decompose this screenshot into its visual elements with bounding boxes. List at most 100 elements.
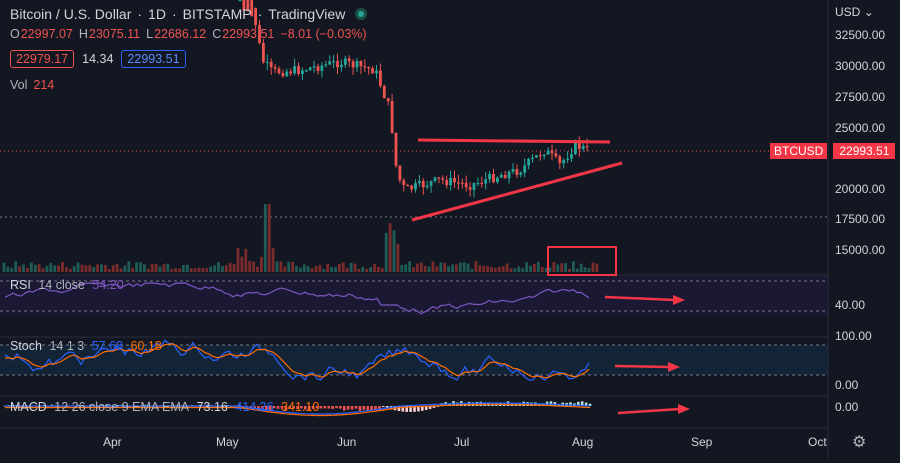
volume-bar <box>201 268 205 272</box>
volume-bar <box>373 264 376 272</box>
quote-readout: 22979.17 14.34 22993.51 <box>10 50 186 68</box>
candle-body <box>340 64 343 68</box>
macd-histogram-bar <box>428 406 432 409</box>
volume-bar <box>174 268 177 272</box>
volume-bar <box>416 263 419 272</box>
volume-bar <box>552 262 556 272</box>
volume-bar <box>18 266 21 272</box>
macd-histogram-bar <box>417 406 420 412</box>
volume-bar <box>587 268 591 272</box>
volume-bar <box>575 268 579 272</box>
candle-body <box>562 159 566 164</box>
candle-body <box>265 61 269 64</box>
volume-bar <box>388 223 392 272</box>
currency-selector[interactable]: USD ⌄ <box>835 5 874 19</box>
candle-body <box>581 146 585 149</box>
candle-body <box>476 182 480 185</box>
volume-bar <box>107 268 111 272</box>
volume-bar <box>536 261 540 272</box>
volume-bar <box>338 263 341 272</box>
candle-body <box>320 65 324 71</box>
candle-body <box>390 101 394 133</box>
macd-name: MACD <box>10 400 47 414</box>
candle-body <box>359 60 363 67</box>
candle-body <box>566 158 569 160</box>
macd-histogram-bar <box>432 406 436 408</box>
volume-bar <box>53 265 57 272</box>
volume-bar <box>568 268 571 272</box>
volume-bar <box>146 268 150 272</box>
symbol-name[interactable]: Bitcoin / U.S. Dollar <box>10 6 132 22</box>
volume-bar <box>353 263 357 272</box>
volume-bar <box>41 268 45 272</box>
volume-bar <box>209 266 213 272</box>
macd-histogram-bar <box>343 406 346 411</box>
volume-bar <box>548 267 552 272</box>
volume-bar <box>143 264 146 272</box>
volume-bar <box>369 267 372 272</box>
candle-body <box>535 155 538 158</box>
volume-bar <box>497 266 501 272</box>
candle-body <box>254 8 257 26</box>
candle-body <box>355 60 359 68</box>
volume-bar <box>505 263 509 272</box>
volume-bar <box>68 268 72 272</box>
macd-histogram-bar <box>300 406 303 409</box>
volume-bar <box>466 263 470 272</box>
volume-bar <box>45 265 49 272</box>
candle-body <box>433 177 437 182</box>
volume-bar <box>6 266 10 272</box>
volume-bar <box>525 262 528 272</box>
volume-bar <box>88 265 92 272</box>
volume-bar <box>193 268 197 272</box>
time-axis-label: Aug <box>572 435 594 449</box>
macd-histogram-bar <box>354 406 358 409</box>
volume-bar <box>579 263 583 272</box>
volume-bar <box>283 266 287 272</box>
candle-body <box>402 180 406 186</box>
macd-histogram-bar <box>272 406 276 409</box>
macd-value-1: 73.16 <box>196 400 228 414</box>
gear-icon[interactable]: ⚙ <box>852 434 867 451</box>
volume-bar <box>115 264 119 272</box>
resistance-line <box>417 138 611 144</box>
volume-bar <box>357 268 361 272</box>
candle-body <box>464 182 468 188</box>
volume-bar <box>314 265 318 272</box>
low-label: L <box>146 27 154 41</box>
candle-body <box>492 173 495 183</box>
macd-legend[interactable]: MACD 12 26 close 9 EMA EMA 73.16 414.26 … <box>10 400 323 414</box>
price-axis-label: 17500.00 <box>835 212 886 226</box>
volume-bar <box>57 265 60 272</box>
volume-bar <box>306 266 310 272</box>
time-axis-label: Jul <box>454 435 470 449</box>
volume-bar <box>100 264 103 272</box>
macd-histogram-bar <box>323 406 327 409</box>
volume-bar <box>451 264 454 272</box>
volume-bar <box>361 266 365 272</box>
bid-price[interactable]: 22979.17 <box>10 50 75 68</box>
stoch-legend[interactable]: Stoch 14 1 3 57.68 60.18 <box>10 339 166 353</box>
volume-bar <box>267 204 271 272</box>
candle-body <box>511 169 515 172</box>
ask-price[interactable]: 22993.51 <box>121 50 186 68</box>
volume-bar <box>377 266 380 272</box>
volume-bar <box>182 265 185 272</box>
candle-body <box>386 98 390 102</box>
rsi-name: RSI <box>10 278 31 292</box>
volume-bar <box>10 267 14 272</box>
candle-body <box>262 43 265 63</box>
rsi-legend[interactable]: RSI 14 close 54.20 <box>10 278 128 292</box>
macd-histogram-bar <box>253 406 256 409</box>
volume-bar <box>509 268 513 272</box>
symbol-header: Bitcoin / U.S. Dollar · 1D · BITSTAMP · … <box>10 6 368 22</box>
interval-label[interactable]: 1D <box>148 6 166 22</box>
macd-histogram-bar <box>374 406 377 411</box>
volume-bar <box>244 248 248 272</box>
volume-bar <box>61 261 64 272</box>
volume-bar <box>185 264 189 272</box>
volume-bar <box>458 262 462 272</box>
macd-histogram-bar <box>105 404 108 406</box>
